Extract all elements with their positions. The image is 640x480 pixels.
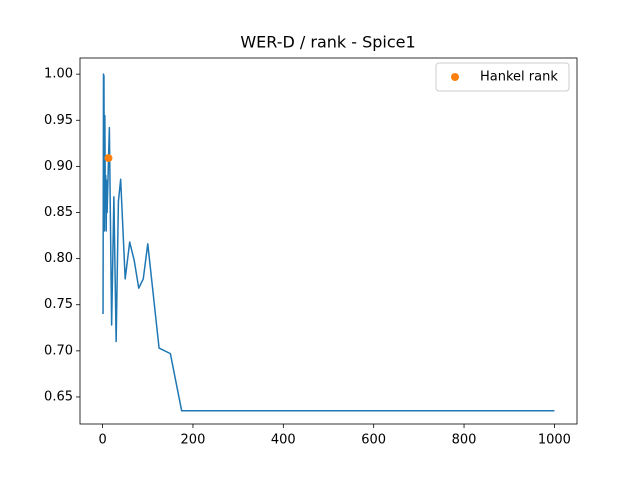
legend-label: Hankel rank [480,70,558,85]
legend-marker [451,73,459,81]
chart-title: WER-D / rank - Spice1 [240,33,415,52]
x-tick-label: 400 [271,433,296,448]
x-tick-label: 1000 [538,433,571,448]
y-tick-label: 0.95 [44,113,73,128]
marker [104,154,113,163]
y-tick-label: 1.00 [44,67,73,82]
line [102,73,555,412]
y-tick-label: 0.65 [44,389,73,404]
x-tick-label: 200 [181,433,206,448]
axes-frame [79,57,578,425]
x-tick-label: 600 [361,433,386,448]
y-tick-label: 0.80 [44,251,73,266]
x-tick-label: 800 [452,433,477,448]
y-tick-label: 0.75 [44,297,73,312]
y-tick-label: 0.85 [44,205,73,220]
legend-box [435,62,570,92]
y-tick-label: 0.70 [44,343,73,358]
x-tick-label: 0 [98,433,106,448]
y-tick-label: 0.90 [44,159,73,174]
